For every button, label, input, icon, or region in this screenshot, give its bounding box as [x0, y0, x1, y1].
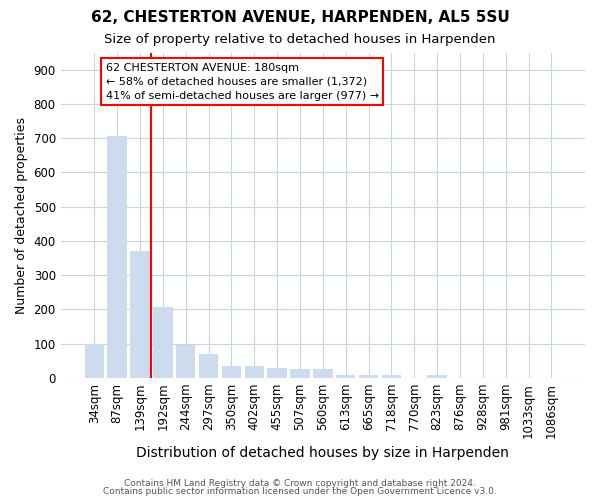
Bar	[336, 374, 355, 378]
Bar	[130, 251, 149, 378]
Bar	[359, 374, 378, 378]
Bar	[245, 366, 264, 378]
Text: Size of property relative to detached houses in Harpenden: Size of property relative to detached ho…	[104, 32, 496, 46]
Bar	[85, 344, 104, 378]
Bar	[313, 370, 332, 378]
Bar	[290, 370, 310, 378]
Text: Contains HM Land Registry data © Crown copyright and database right 2024.: Contains HM Land Registry data © Crown c…	[124, 478, 476, 488]
Bar	[107, 136, 127, 378]
Bar	[427, 374, 447, 378]
Text: 62 CHESTERTON AVENUE: 180sqm
← 58% of detached houses are smaller (1,372)
41% of: 62 CHESTERTON AVENUE: 180sqm ← 58% of de…	[106, 63, 379, 101]
Y-axis label: Number of detached properties: Number of detached properties	[15, 116, 28, 314]
Bar	[176, 346, 196, 378]
Bar	[221, 366, 241, 378]
Bar	[199, 354, 218, 378]
X-axis label: Distribution of detached houses by size in Harpenden: Distribution of detached houses by size …	[136, 446, 509, 460]
Text: Contains public sector information licensed under the Open Government Licence v3: Contains public sector information licen…	[103, 487, 497, 496]
Text: 62, CHESTERTON AVENUE, HARPENDEN, AL5 5SU: 62, CHESTERTON AVENUE, HARPENDEN, AL5 5S…	[91, 10, 509, 25]
Bar	[268, 368, 287, 378]
Bar	[382, 374, 401, 378]
Bar	[153, 306, 173, 378]
